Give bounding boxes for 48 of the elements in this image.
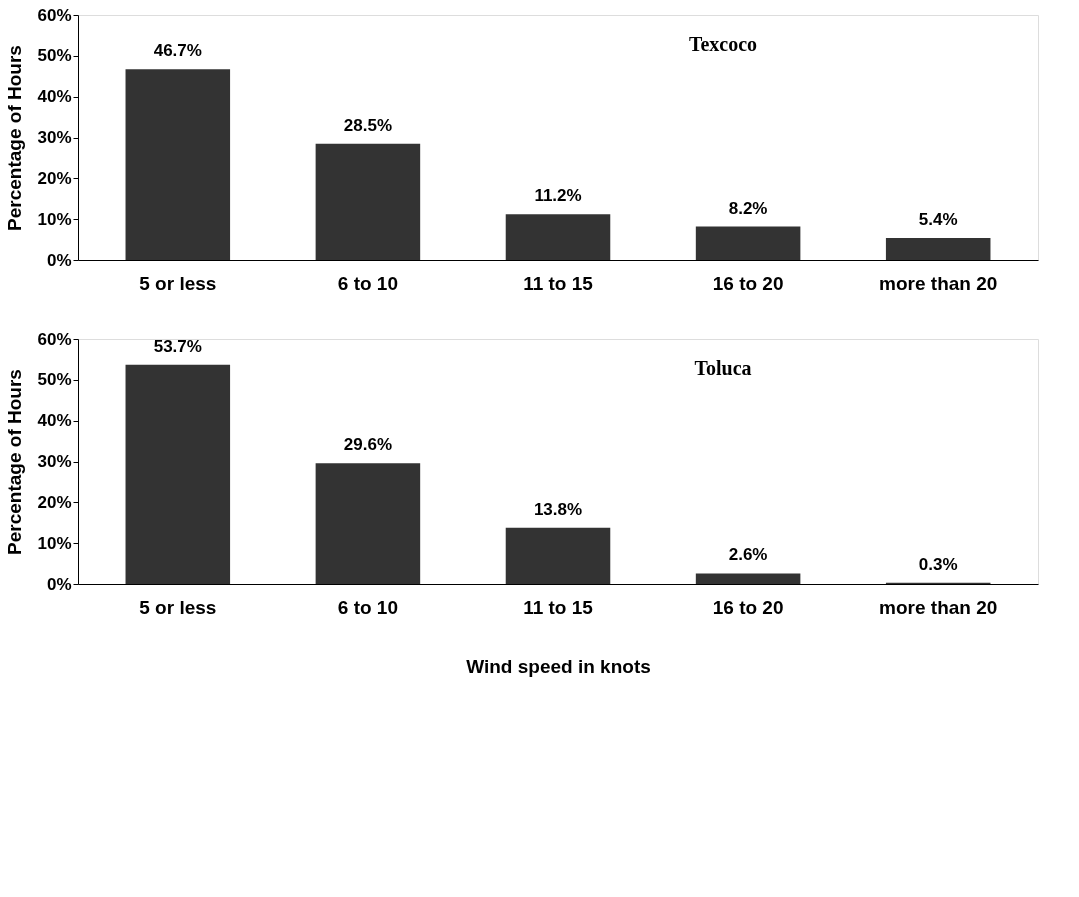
data-label: 5.4% (918, 209, 958, 229)
x-tick-label: 5 or less (139, 596, 217, 618)
bar (695, 226, 801, 260)
bar (695, 573, 801, 584)
bar (505, 527, 611, 584)
y-tick-label: 20% (37, 492, 72, 512)
data-label: 46.7% (153, 41, 202, 61)
x-tick-label: 16 to 20 (712, 272, 784, 294)
data-label: 29.6% (343, 435, 392, 455)
x-tick-label: more than 20 (879, 596, 998, 618)
y-tick-label: 40% (37, 87, 72, 107)
y-tick-label: 50% (37, 46, 72, 66)
y-tick-label: 30% (37, 452, 72, 471)
x-tick-label: 6 to 10 (337, 272, 398, 294)
x-tick-label: 6 to 10 (337, 596, 398, 618)
y-tick-label: 60% (37, 329, 72, 349)
y-tick-label: 40% (37, 411, 72, 431)
y-tick-label: 0% (46, 250, 72, 270)
x-tick-label: 11 to 15 (523, 272, 594, 294)
bar (505, 214, 611, 260)
bar (315, 463, 421, 584)
data-label: 53.7% (153, 336, 202, 356)
text: Texcoco (688, 33, 758, 55)
data-label: 11.2% (534, 186, 582, 206)
data-label: 8.2% (728, 198, 768, 218)
y-tick-label: 10% (37, 533, 72, 553)
x-tick-label: 16 to 20 (712, 596, 784, 618)
bar (125, 364, 231, 584)
x-tick-label: 5 or less (139, 272, 217, 294)
y-axis-title: Percentage of Hours (4, 369, 26, 555)
y-tick-label: 20% (37, 168, 72, 188)
bar (125, 69, 231, 260)
x-axis-title: Wind speed in knots (466, 655, 651, 677)
x-tick-label: 11 to 15 (523, 596, 594, 618)
x-tick-label: more than 20 (879, 272, 998, 294)
y-tick-label: 10% (37, 209, 72, 229)
y-tick-label: 30% (37, 128, 72, 147)
y-axis-title: Percentage of Hours (4, 45, 26, 231)
y-tick-label: 0% (46, 574, 72, 594)
y-tick-label: 60% (37, 5, 72, 25)
data-label: 13.8% (533, 499, 583, 519)
bar (315, 143, 421, 260)
data-label: 2.6% (728, 545, 768, 565)
text: Toluca (694, 357, 752, 379)
bar (885, 237, 991, 260)
data-label: 28.5% (343, 115, 392, 135)
y-tick-label: 50% (37, 370, 72, 390)
data-label: 0.3% (918, 554, 958, 574)
